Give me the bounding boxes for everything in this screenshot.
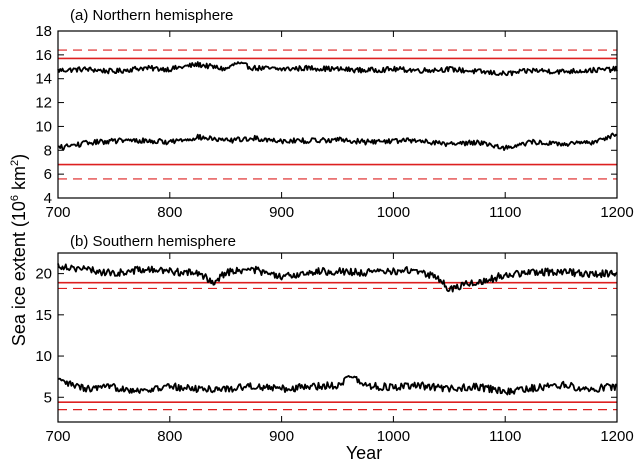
y-axis-label-sup2: 2 — [9, 160, 21, 166]
y-axis-label-close: ) — [9, 154, 29, 160]
northern-series-upper — [57, 61, 618, 77]
northern-ytick-label-12: 12 — [35, 95, 52, 112]
northern-series-lower — [57, 132, 618, 151]
northern-xtick-label-700: 700 — [45, 204, 70, 221]
northern-ytick-label-14: 14 — [35, 71, 52, 88]
southern-xtick-label-1200: 1200 — [600, 428, 633, 445]
southern-series-upper — [57, 263, 618, 293]
southern-ytick-label-20: 20 — [35, 266, 52, 283]
panel-title-southern: (b) Southern hemisphere — [70, 233, 236, 250]
x-axis-label: Year — [346, 443, 382, 463]
southern-xtick-label-800: 800 — [157, 428, 182, 445]
panel-title-northern: (a) Northern hemisphere — [70, 7, 233, 24]
panel-southern-hemisphere: (b) Southern hemisphere 700 800 900 1000 1100… — [35, 233, 633, 445]
southern-ytick-label-5: 5 — [44, 389, 52, 406]
northern-xtick-label-900: 900 — [269, 204, 294, 221]
y-axis-label-unit: km — [9, 166, 29, 195]
southern-xtick-label-1100: 1100 — [489, 428, 521, 445]
northern-xtick-label-800: 800 — [157, 204, 182, 221]
southern-plot-frame — [57, 252, 618, 423]
y-axis-label-sup: 6 — [9, 195, 21, 201]
southern-xtick-label-900: 900 — [269, 428, 294, 445]
northern-xtick-label-1100: 1100 — [489, 204, 521, 221]
northern-xtick-label-1000: 1000 — [377, 204, 410, 221]
southern-xtick-label-1000: 1000 — [377, 428, 410, 445]
northern-ytick-label-6: 6 — [44, 166, 52, 183]
southern-series-lower — [57, 375, 618, 396]
northern-ytick-label-4: 4 — [44, 190, 52, 207]
northern-ytick-label-16: 16 — [35, 47, 52, 64]
northern-xtick-label-1200: 1200 — [600, 204, 633, 221]
northern-ytick-label-18: 18 — [35, 23, 52, 40]
northern-ytick-label-10: 10 — [35, 118, 52, 135]
panel-northern-hemisphere: (a) Northern hemisphere 700 800 900 1000 1100… — [35, 7, 633, 221]
y-axis-label-main: Sea ice extent (10 — [9, 201, 29, 346]
northern-ytick-label-8: 8 — [44, 142, 52, 159]
y-axis-label: Sea ice extent (106 km2) — [9, 154, 29, 346]
southern-ytick-label-10: 10 — [35, 348, 52, 365]
southern-xtick-label-700: 700 — [45, 428, 70, 445]
northern-plot-frame — [57, 30, 618, 199]
southern-ytick-label-15: 15 — [35, 307, 52, 324]
